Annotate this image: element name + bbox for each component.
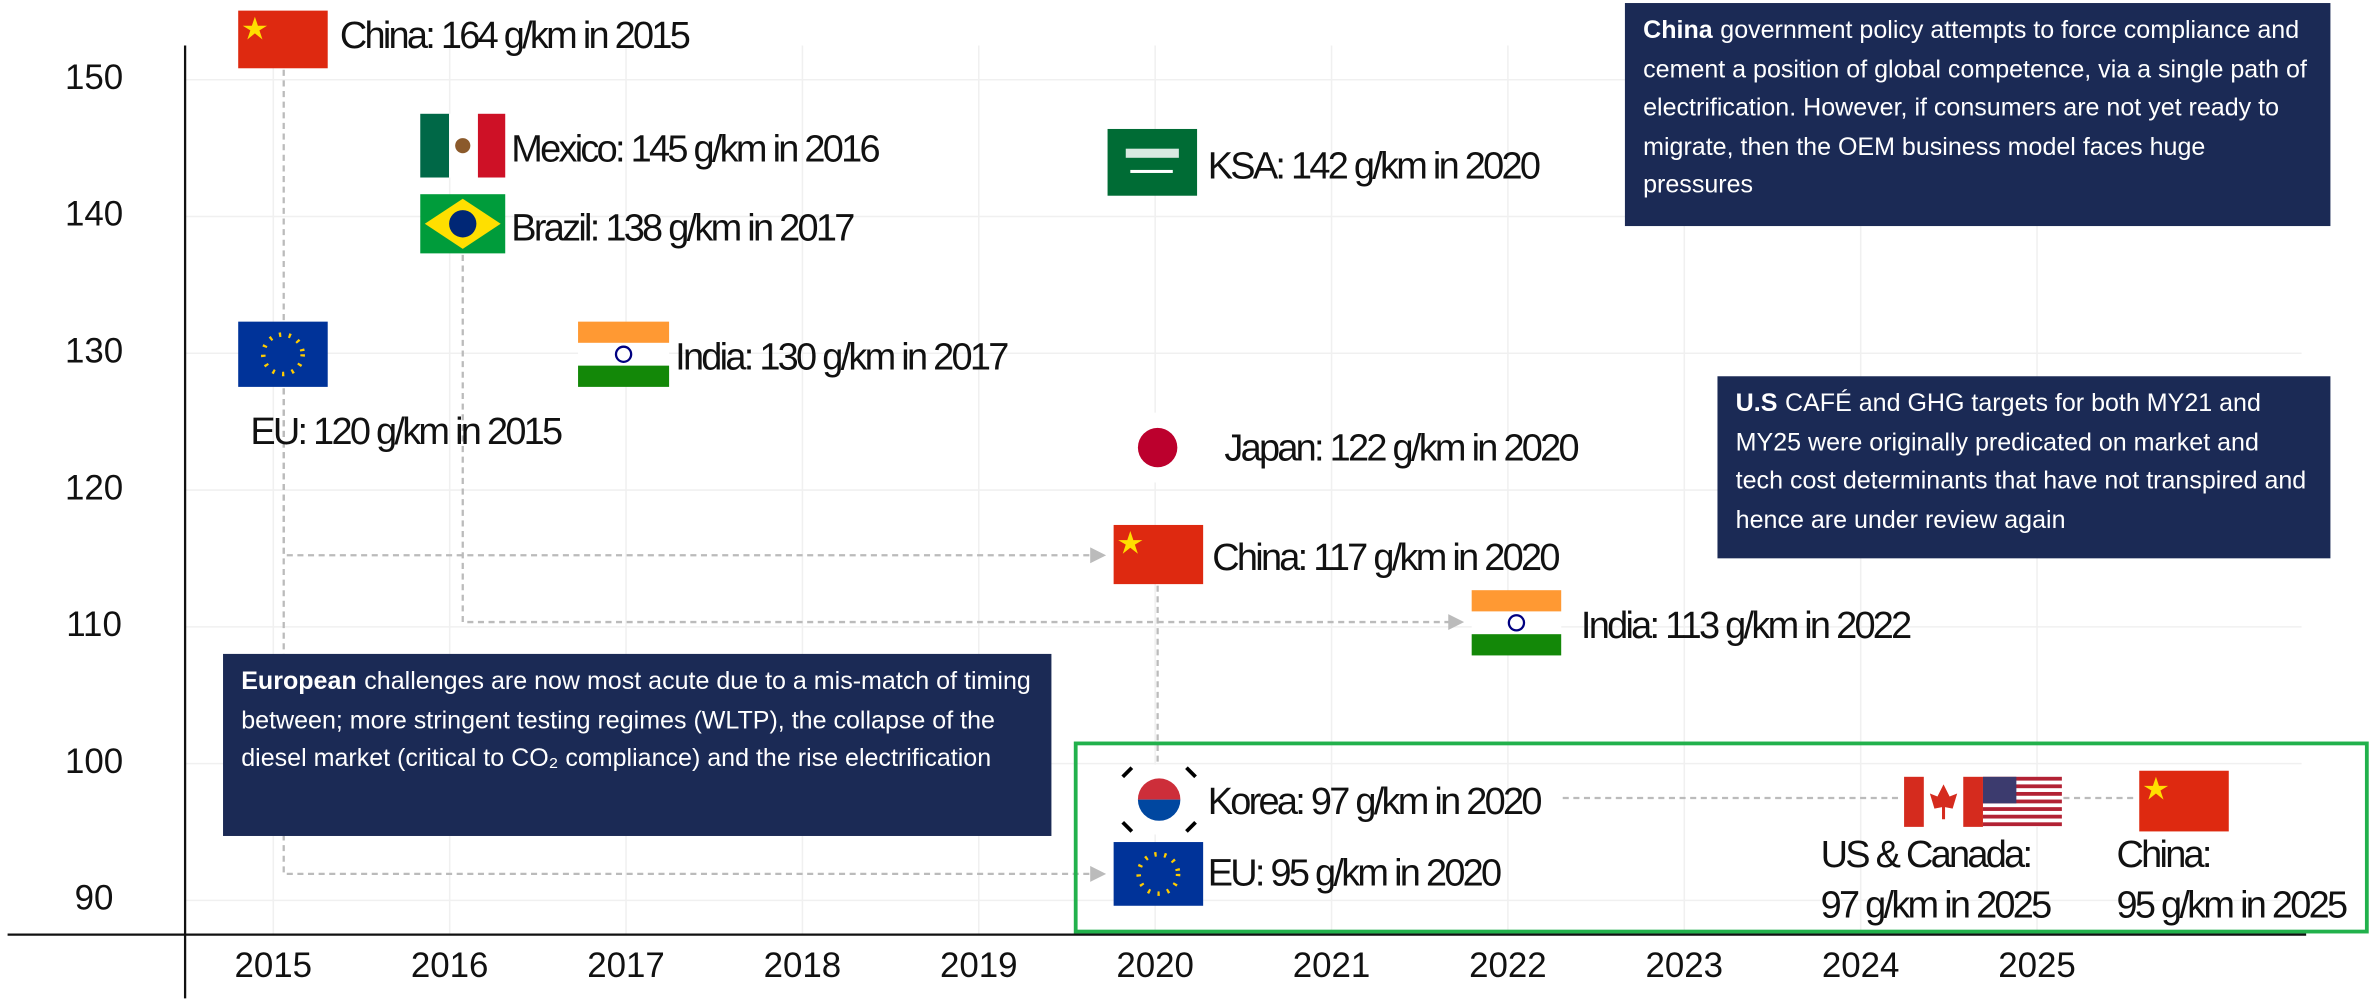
x-tick-label: 2022 <box>1469 946 1547 985</box>
flag-india <box>578 321 670 387</box>
annotation: India: 130 g/km in 2017 <box>675 337 1008 379</box>
flag-china <box>238 10 328 69</box>
note-bold: China <box>1643 16 1713 44</box>
annotation: China: 164 g/km in 2015 <box>340 15 690 57</box>
y-tick-label: 150 <box>65 58 123 97</box>
annotation: India: 113 g/km in 2022 <box>1581 605 1911 647</box>
y-tick-label: 110 <box>66 605 122 644</box>
connector <box>461 254 1465 631</box>
flag-korea <box>1116 764 1202 835</box>
x-tick-label: 2023 <box>1645 946 1723 985</box>
note-bold: European <box>241 667 357 695</box>
flag-canada <box>1904 776 1983 827</box>
note-text: challenges are now most acute due to a m… <box>241 667 1031 773</box>
annotation: Brazil: 138 g/km in 2017 <box>511 208 854 250</box>
annotation: EU: 95 g/km in 2020 <box>1208 852 1501 894</box>
x-tick-label: 2021 <box>1293 946 1371 985</box>
annotation: China: <box>2116 834 2209 876</box>
x-tick-label: 2019 <box>940 946 1018 985</box>
annotation: 95 g/km in 2025 <box>2116 884 2347 926</box>
flags <box>238 10 2229 906</box>
y-tick-label: 140 <box>65 195 123 234</box>
flag-mexico <box>420 113 506 178</box>
x-tick-label: 2020 <box>1116 946 1194 985</box>
annotation: Korea: 97 g/km in 2020 <box>1208 781 1542 823</box>
note-text: CAFÉ and GHG targets for both MY21 and M… <box>1735 389 2307 534</box>
flag-brazil <box>420 194 506 254</box>
annotation: Mexico: 145 g/km in 2016 <box>511 129 879 171</box>
annotation: EU: 120 g/km in 2015 <box>250 411 562 453</box>
flag-japan <box>1113 412 1202 483</box>
y-tick-label: 100 <box>65 742 123 781</box>
flag-eu <box>238 321 328 387</box>
flag-china <box>2139 770 2229 832</box>
connectors <box>282 69 2138 882</box>
note-text: government policy attempts to force comp… <box>1643 16 2307 199</box>
note-bold: U.S <box>1735 389 1778 418</box>
y-tick-label: 90 <box>75 879 114 918</box>
flag-india <box>1471 590 1562 656</box>
connector <box>282 69 1107 564</box>
x-tick-label: 2025 <box>1998 946 2076 985</box>
annotation: US & Canada: <box>1821 834 2031 876</box>
x-tick-label: 2018 <box>764 946 842 985</box>
note-box: European challenges are now most acute du… <box>223 653 1052 836</box>
x-tick-label: 2024 <box>1822 946 1900 985</box>
x-tick-label: 2016 <box>411 946 489 985</box>
x-tick-label: 2017 <box>587 946 665 985</box>
flag-china <box>1113 524 1204 585</box>
flag-eu <box>1113 842 1204 906</box>
annotation: KSA: 142 g/km in 2020 <box>1208 145 1540 187</box>
y-tick-label: 120 <box>65 468 123 507</box>
annotation: 97 g/km in 2025 <box>1821 884 2052 926</box>
y-tick-label: 130 <box>65 331 123 370</box>
note-box: U.S CAFÉ and GHG targets for both MY21 an… <box>1717 376 2331 559</box>
note-box: China government policy attempts to force… <box>1624 3 2331 227</box>
flag-ksa <box>1107 128 1198 196</box>
annotation: China: 117 g/km in 2020 <box>1212 537 1559 579</box>
connector <box>282 388 1107 882</box>
annotation: Japan: 122 g/km in 2020 <box>1224 428 1578 470</box>
x-tick-label: 2015 <box>234 946 312 985</box>
flag-usa <box>1982 776 2062 827</box>
highlight-box <box>1073 741 2369 934</box>
